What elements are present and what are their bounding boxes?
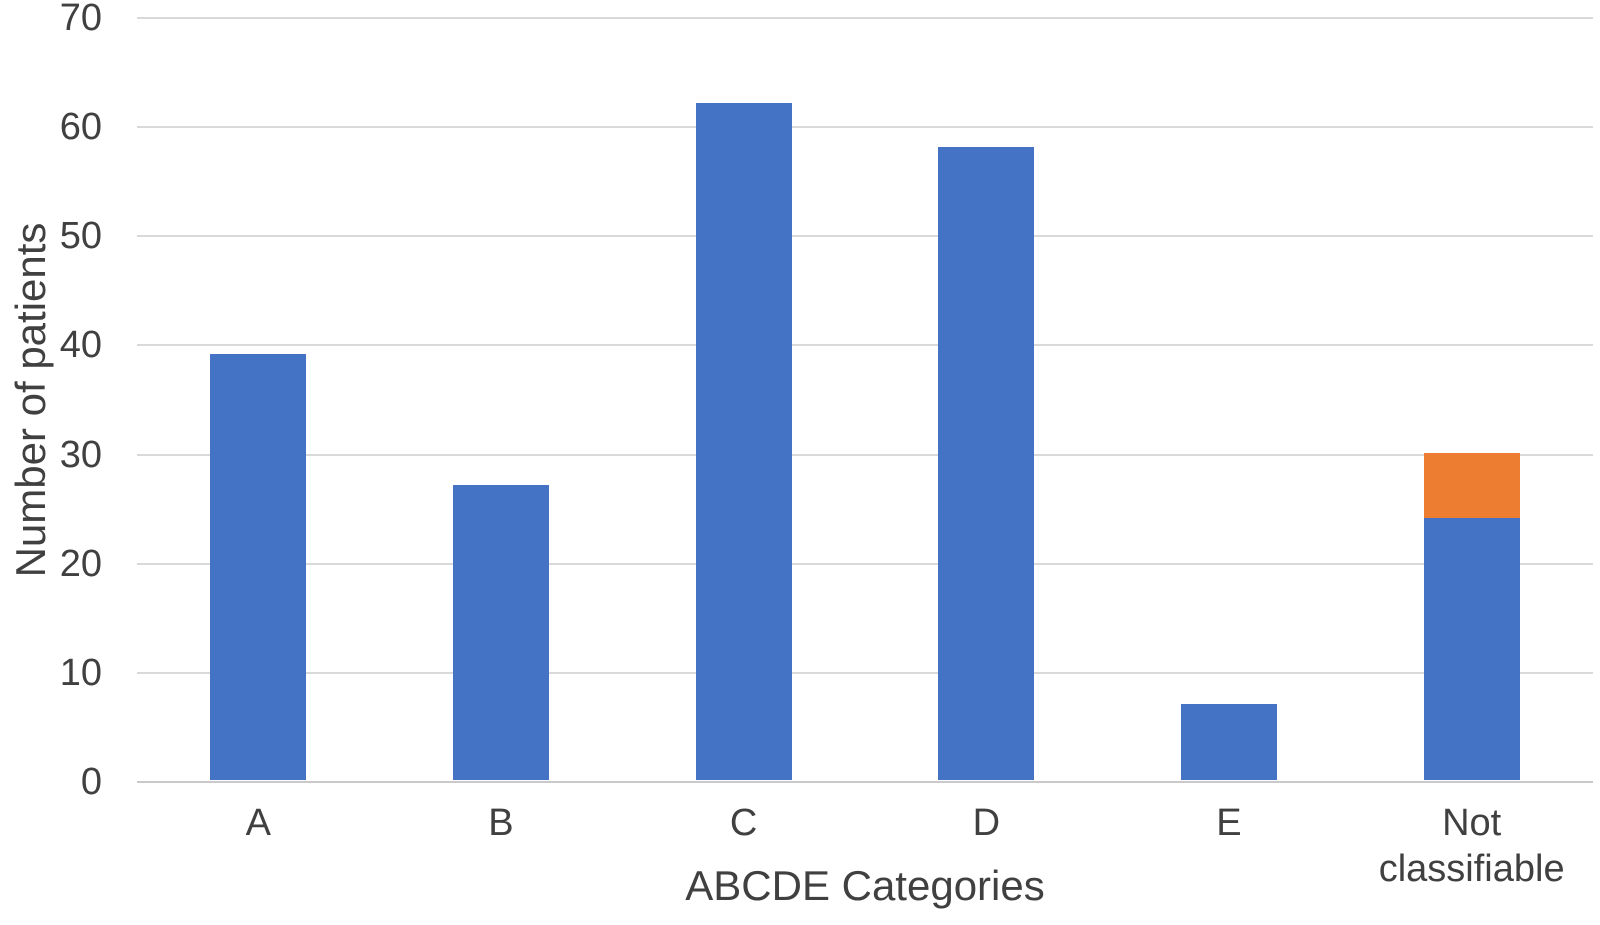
y-tick-label-0: 0 — [80, 761, 102, 803]
gridline — [137, 453, 1593, 456]
bar-segment-blue-series — [210, 354, 307, 780]
y-axis-title-text: Number of patients — [7, 222, 54, 578]
x-tick-label-c: C — [729, 802, 758, 844]
plot-area — [137, 17, 1593, 783]
bar-a — [210, 354, 307, 780]
bar-segment-blue-series — [1181, 703, 1277, 780]
gridline — [137, 671, 1593, 674]
y-tick-label-70: 70 — [59, 0, 102, 39]
bar-segment-orange-series — [1423, 452, 1520, 519]
x-tick-label-e: E — [1216, 802, 1242, 844]
bar-segment-blue-series — [453, 485, 549, 780]
y-tick-label-20: 20 — [59, 542, 102, 585]
y-tick-label-10: 10 — [59, 651, 102, 694]
bar-e — [1181, 703, 1277, 780]
y-tick-label-30: 30 — [59, 433, 102, 476]
bar-segment-blue-series — [695, 103, 792, 780]
x-tick-label-b: B — [488, 802, 514, 844]
x-tick-label-a: A — [245, 802, 271, 844]
y-tick-label-50: 50 — [59, 215, 102, 258]
gridline — [137, 126, 1593, 129]
y-axis-title: Number of patients — [7, 223, 55, 578]
bar-segment-blue-series — [1423, 518, 1520, 780]
gridline — [137, 17, 1593, 19]
bar-not-classifiable — [1423, 452, 1520, 780]
bar-segment-blue-series — [938, 146, 1035, 780]
x-axis-title-text: ABCDE Categories — [685, 862, 1045, 909]
y-tick-label-60: 60 — [59, 106, 102, 149]
gridline — [137, 344, 1593, 347]
gridline — [137, 562, 1593, 565]
bar-c — [695, 103, 792, 780]
x-axis-line — [137, 781, 1593, 783]
bar-d — [938, 146, 1035, 780]
bar-b — [453, 485, 549, 780]
x-axis-title: ABCDE Categories — [137, 862, 1593, 910]
y-tick-label-40: 40 — [59, 324, 102, 367]
x-tick-label-d: D — [972, 802, 1001, 844]
x-tick-label-not-classifiable: Not classifiable — [1378, 802, 1565, 890]
gridline — [137, 235, 1593, 238]
